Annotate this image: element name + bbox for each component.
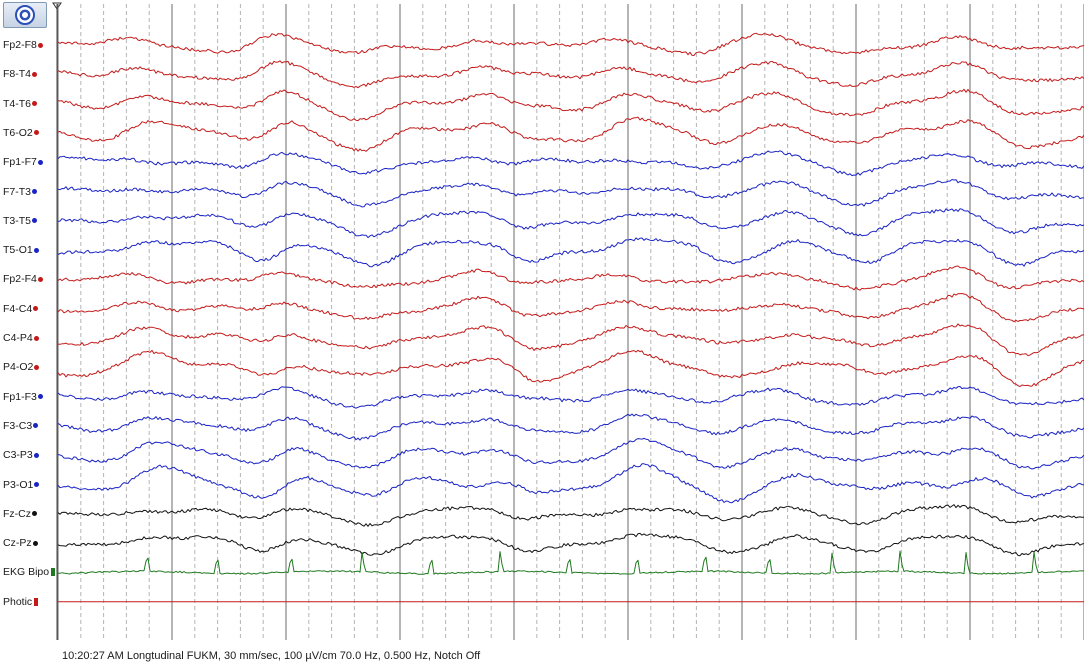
channel-label-text: C4-P4 xyxy=(3,332,33,344)
channel-color-marker xyxy=(33,130,39,136)
channel-color-marker xyxy=(37,42,43,48)
channel-label-text: T3-T5 xyxy=(3,214,32,227)
channel-label[interactable]: Fp2-F8 xyxy=(0,38,56,52)
channel-label[interactable]: F4-C4 xyxy=(0,302,56,316)
channel-label-text: F3-C3 xyxy=(3,419,33,432)
channel-label[interactable]: P3-O1 xyxy=(0,478,56,492)
channel-label[interactable]: Fp2-F4 xyxy=(0,272,56,286)
channel-color-marker xyxy=(32,189,38,194)
channel-label-text: EKG Bipo xyxy=(3,566,50,579)
channel-color-marker xyxy=(32,71,38,77)
channel-label[interactable]: C3-P3 xyxy=(0,448,56,462)
channel-label[interactable]: T6-O2 xyxy=(0,126,56,140)
channel-color-marker xyxy=(33,423,39,429)
channel-label-text: P3-O1 xyxy=(3,478,34,491)
channel-color-marker xyxy=(34,597,39,606)
channel-color-marker xyxy=(32,511,37,517)
channel-label[interactable]: T5-O1 xyxy=(0,243,56,257)
channel-label[interactable]: T3-T5 xyxy=(0,214,56,228)
eeg-trace xyxy=(57,179,1084,208)
channel-label-text: T4-T6 xyxy=(3,97,32,110)
channel-color-marker xyxy=(33,335,39,341)
eeg-trace xyxy=(57,532,1084,557)
channel-label-text: Fz-Cz xyxy=(3,507,31,520)
channel-color-marker xyxy=(51,568,56,577)
channel-label[interactable]: T4-T6 xyxy=(0,97,56,111)
channel-label-text: F8-T4 xyxy=(3,68,32,81)
montage-settings-button[interactable] xyxy=(3,2,47,28)
eeg-trace xyxy=(57,237,1084,268)
channel-label[interactable]: P4-O2 xyxy=(0,360,56,374)
eeg-trace xyxy=(57,349,1084,387)
ekg-trace xyxy=(57,550,1084,575)
channel-color-marker xyxy=(37,276,43,282)
channel-label[interactable]: Fp1-F7 xyxy=(0,155,56,169)
eeg-trace xyxy=(57,265,1084,291)
channel-label-text: T5-O1 xyxy=(3,244,33,257)
eeg-trace xyxy=(57,323,1084,357)
channel-color-marker xyxy=(37,159,43,165)
eeg-trace xyxy=(57,150,1084,177)
eeg-trace xyxy=(57,208,1084,239)
channel-label-text: Fp2-F4 xyxy=(3,273,37,286)
channel-label-text: Fp1-F3 xyxy=(3,390,37,403)
channel-label-text: F4-C4 xyxy=(3,302,33,315)
channel-color-marker xyxy=(32,101,38,107)
status-text: 10:20:27 AM Longtudinal FUKM, 30 mm/sec,… xyxy=(62,650,481,662)
eeg-trace xyxy=(57,386,1084,409)
eeg-trace-area[interactable] xyxy=(0,0,1084,644)
channel-label[interactable]: F8-T4 xyxy=(0,67,56,81)
channel-label-text: P4-O2 xyxy=(3,361,34,374)
channel-color-marker xyxy=(33,247,39,253)
channel-color-marker xyxy=(34,482,40,487)
channel-label-text: F7-T3 xyxy=(3,185,32,198)
channel-label-text: T6-O2 xyxy=(3,126,33,139)
channel-label-text: Fp2-F8 xyxy=(3,39,37,51)
eeg-trace xyxy=(57,60,1084,89)
channel-label[interactable]: F7-T3 xyxy=(0,185,56,199)
channel-color-marker xyxy=(32,218,38,224)
channel-label[interactable]: Cz-Pz xyxy=(0,536,56,550)
channel-color-marker xyxy=(32,540,38,546)
channel-label[interactable]: Photic xyxy=(0,595,56,609)
eeg-trace xyxy=(57,504,1084,527)
channel-label[interactable]: EKG Bipo xyxy=(0,565,56,579)
channel-color-marker xyxy=(33,306,39,312)
channel-label[interactable]: Fp1-F3 xyxy=(0,390,56,404)
channel-label-text: Cz-Pz xyxy=(3,537,32,550)
channel-color-marker xyxy=(33,452,39,458)
eeg-trace xyxy=(57,437,1084,470)
channel-label[interactable]: C4-P4 xyxy=(0,331,56,345)
status-bar: 10:20:27 AM Longtudinal FUKM, 30 mm/sec,… xyxy=(58,644,1084,668)
channel-color-marker xyxy=(37,394,43,400)
channel-label[interactable]: Fz-Cz xyxy=(0,507,56,521)
eeg-trace xyxy=(57,116,1084,152)
eeg-trace xyxy=(57,32,1084,56)
eeg-trace xyxy=(57,88,1084,122)
eeg-trace xyxy=(57,463,1084,504)
channel-color-marker xyxy=(34,364,40,370)
channel-label-text: Fp1-F7 xyxy=(3,156,37,169)
montage-settings-icon xyxy=(15,5,35,25)
eeg-trace xyxy=(57,413,1084,441)
channel-label-column: Fp2-F8 F8-T4 T4-T6 T6-O2 Fp1-F7 F7-T3 T3-T5 T5-… xyxy=(0,0,56,640)
channel-label-text: Photic xyxy=(3,595,33,608)
channel-label[interactable]: F3-C3 xyxy=(0,419,56,433)
eeg-trace xyxy=(57,293,1084,323)
channel-label-text: C3-P3 xyxy=(3,449,33,462)
